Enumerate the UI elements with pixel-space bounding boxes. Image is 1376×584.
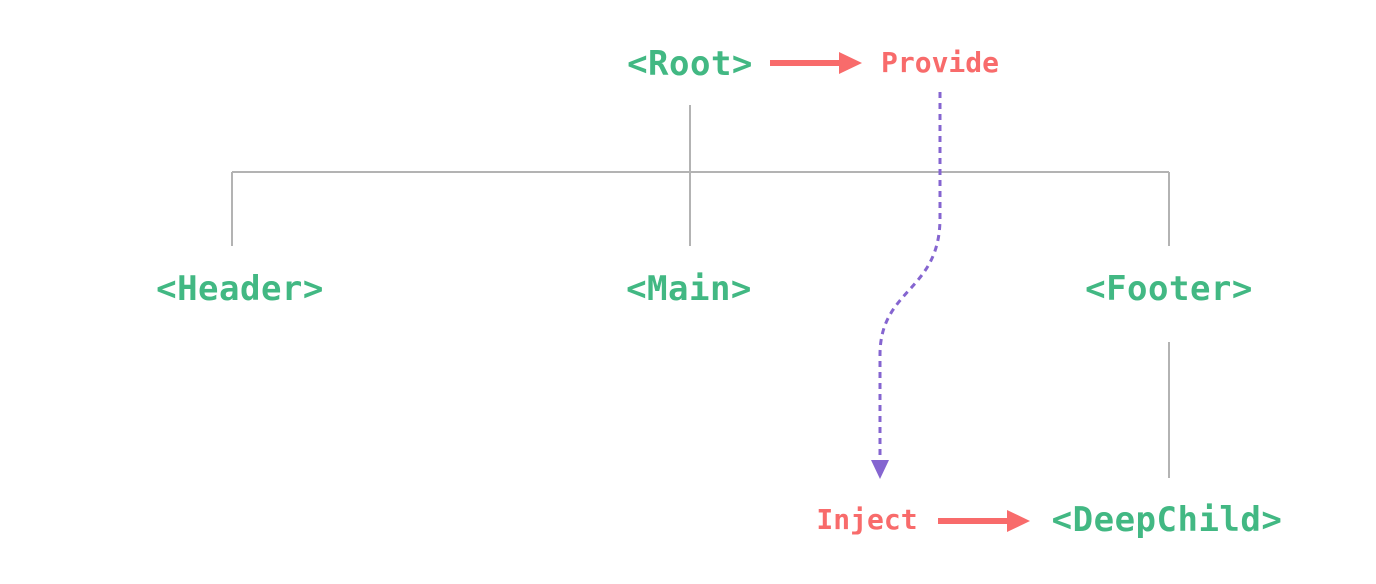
inject-deepchild-arrow-icon bbox=[938, 510, 1030, 532]
main-node: <Main> bbox=[626, 269, 752, 309]
footer-node: <Footer> bbox=[1085, 269, 1253, 309]
deepchild-node: <DeepChild> bbox=[1051, 500, 1283, 540]
root-node: <Root> bbox=[627, 44, 753, 84]
header-node: <Header> bbox=[156, 269, 324, 309]
provide-label: Provide bbox=[880, 46, 1000, 79]
provide-inject-flow-icon bbox=[871, 92, 942, 479]
root-provide-arrow-icon bbox=[770, 52, 862, 74]
inject-label: Inject bbox=[816, 503, 918, 536]
